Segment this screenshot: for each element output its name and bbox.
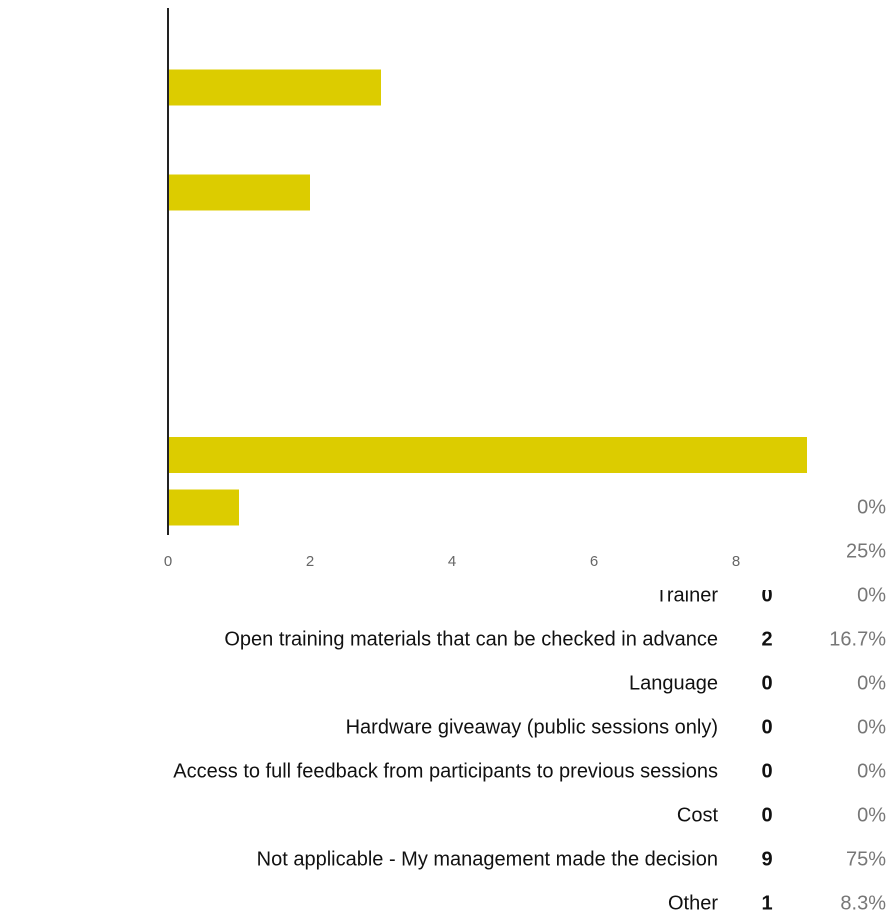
x-tick-label: 0 (164, 553, 172, 570)
bar (168, 489, 239, 526)
row-label: Language (629, 672, 718, 694)
x-tick-label: 8 (732, 553, 740, 570)
row-label: Hardware giveaway (public sessions only) (346, 716, 718, 738)
bar (168, 437, 807, 473)
row-count: 1 (761, 892, 772, 914)
row-percent: 0% (857, 716, 886, 738)
row-percent: 0% (857, 584, 886, 606)
row-percent: 75% (846, 848, 886, 870)
row-percent: 8.3% (840, 892, 886, 914)
bar-chart: 0 2 4 6 8 (164, 8, 807, 570)
row-count: 2 (761, 628, 772, 650)
row-count: 0 (761, 716, 772, 738)
result-table: 0%25%Trainer 0 0%Open training materials t… (173, 496, 886, 914)
row-percent: 16.7% (829, 628, 886, 650)
row-label: Other (668, 892, 718, 914)
x-tick-label: 2 (306, 553, 314, 570)
row-count: 9 (761, 848, 772, 870)
row-count: 0 (761, 672, 772, 694)
row-count: 0 (761, 584, 772, 606)
bar (168, 174, 310, 211)
row-percent: 0% (857, 496, 886, 518)
bar (168, 69, 381, 106)
row-label: Open training materials that can be chec… (224, 628, 718, 650)
row-percent: 0% (857, 804, 886, 826)
row-percent: 25% (846, 540, 886, 562)
row-label: Access to full feedback from participant… (173, 760, 718, 782)
x-tick-label: 6 (590, 553, 598, 570)
row-percent: 0% (857, 760, 886, 782)
chart-background (0, 0, 820, 590)
row-percent: 0% (857, 672, 886, 694)
row-count: 0 (761, 804, 772, 826)
row-label: Cost (677, 804, 719, 826)
x-tick-label: 4 (448, 553, 456, 570)
row-count: 0 (761, 760, 772, 782)
row-label: Not applicable - My management made the … (257, 848, 718, 870)
